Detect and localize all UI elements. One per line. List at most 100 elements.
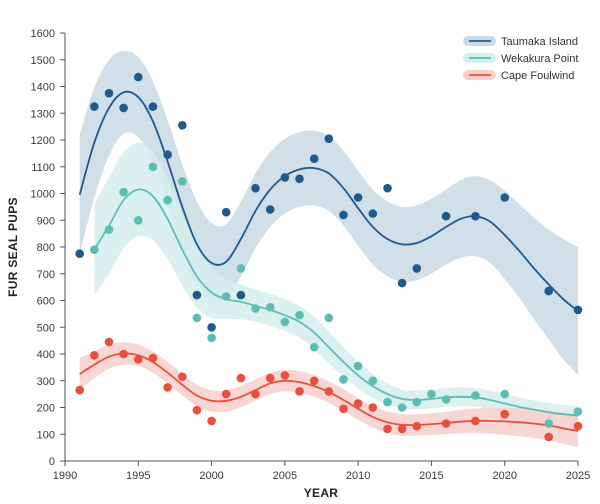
cape-foulwind-data-point [368,403,378,412]
cape-foulwind-data-point [295,387,304,396]
taumaka-island-data-point [163,150,172,159]
cape-foulwind-data-point [412,421,422,431]
data-points [75,72,583,442]
cape-foulwind-data-point [148,353,158,363]
legend-item-taumaka-island: Taumaka Island [463,36,578,48]
y-tick-label: 500 [37,322,55,334]
y-tick-label: 300 [37,376,55,388]
wekakura-point-data-point [90,245,99,254]
cape-foulwind-data-point [339,404,348,414]
wekakura-point-trend-line [93,188,579,417]
cape-foulwind-data-point [104,337,114,347]
cape-foulwind-data-point [544,432,553,442]
x-tick-label: 1995 [126,470,150,482]
y-ticks: 0 100 200 300 400 500 600 700 800 900 1000 1100 1200… [31,28,65,468]
wekakura-point-data-point [368,376,378,386]
taumaka-island-data-point [500,193,510,202]
cape-foulwind-data-point [309,376,319,386]
legend-item-wekakura-point: Wekakura Point [463,53,578,65]
cape-foulwind-data-point [500,409,510,419]
cape-foulwind-data-point [134,355,143,364]
y-tick-label: 700 [37,269,55,281]
taumaka-island-data-point [104,88,114,98]
wekakura-point-data-point [427,389,436,399]
y-tick-label: 800 [37,242,55,254]
cape-foulwind-data-point [441,419,451,428]
y-tick-label: 1500 [31,55,55,67]
wekakura-point-data-point [324,313,334,323]
taumaka-island-data-point [251,183,260,193]
wekakura-point-data-point [192,313,202,323]
taumaka-island-data-point [134,72,143,82]
cape-foulwind-data-point [236,373,246,383]
cape-foulwind-data-point [221,389,231,399]
wekakura-point-data-point [397,403,407,412]
wekakura-point-data-point [441,395,451,404]
y-tick-label: 200 [37,403,55,415]
wekakura-point-data-point [573,407,583,416]
y-tick-label: 1400 [31,82,55,94]
wekakura-point-data-point [295,310,304,320]
taumaka-island-data-point [280,173,290,182]
taumaka-island-data-point [368,209,378,218]
y-tick-label: 1000 [31,189,55,201]
taumaka-island-data-point [441,211,451,221]
legend: Taumaka Island Wekakura Point Cape Foulwin… [463,36,578,82]
cape-foulwind-data-point [192,405,202,415]
y-tick-label: 1300 [31,108,55,120]
x-axis-title: YEAR [304,486,339,500]
legend-item-cape-foulwind: Cape Foulwind [463,70,574,82]
wekakura-point-confidence-band [94,142,579,425]
y-tick-label: 1600 [31,28,55,40]
taumaka-island-data-point [397,278,407,288]
wekakura-point-data-point [221,292,231,301]
wekakura-point-data-point [471,391,480,400]
cape-foulwind-data-point [324,387,334,396]
taumaka-island-data-point [192,290,202,300]
wekakura-point-data-point [134,216,143,225]
x-ticks: 1990 1995 2000 2005 2010 2015 2020 2025 [53,461,590,482]
wekakura-point-data-point [207,333,216,343]
wekakura-point-data-point [104,225,114,234]
cape-foulwind-data-point [178,372,187,382]
taumaka-island-data-point [75,249,84,258]
taumaka-island-data-point [178,121,187,130]
x-tick-label: 2020 [492,470,516,482]
legend-label: Wekakura Point [501,53,578,65]
cape-foulwind-data-point [573,421,583,431]
taumaka-island-data-point [90,102,99,111]
taumaka-island-data-point [265,205,275,214]
taumaka-island-data-point [309,154,319,163]
wekakura-point-data-point [251,304,260,313]
wekakura-point-data-point [148,162,158,172]
y-tick-label: 1200 [31,135,55,147]
cape-foulwind-data-point [119,349,128,359]
taumaka-island-data-point [412,264,422,273]
cape-foulwind-data-point [353,399,363,408]
wekakura-point-data-point [280,317,290,327]
y-tick-label: 900 [37,215,55,227]
cape-foulwind-data-point [280,371,290,380]
wekakura-point-data-point [353,361,363,371]
taumaka-island-data-point [383,183,392,193]
y-tick-label: 100 [37,429,55,441]
taumaka-island-data-point [573,305,583,315]
y-tick-label: 400 [37,349,55,361]
wekakura-point-data-point [178,177,187,186]
cape-foulwind-data-point [90,351,99,360]
taumaka-island-data-point [148,102,158,111]
cape-foulwind-data-point [383,424,392,434]
cape-foulwind-data-point [207,416,216,426]
taumaka-island-data-point [295,174,304,184]
taumaka-island-data-point [471,211,480,221]
wekakura-point-data-point [544,419,553,428]
wekakura-point-data-point [265,302,275,312]
taumaka-island-data-point [353,193,363,202]
y-tick-label: 1100 [31,162,55,174]
legend-label: Taumaka Island [501,36,578,48]
cape-foulwind-data-point [251,389,260,399]
x-tick-label: 2000 [199,470,223,482]
x-tick-label: 2025 [566,470,590,482]
wekakura-point-data-point [163,195,172,205]
